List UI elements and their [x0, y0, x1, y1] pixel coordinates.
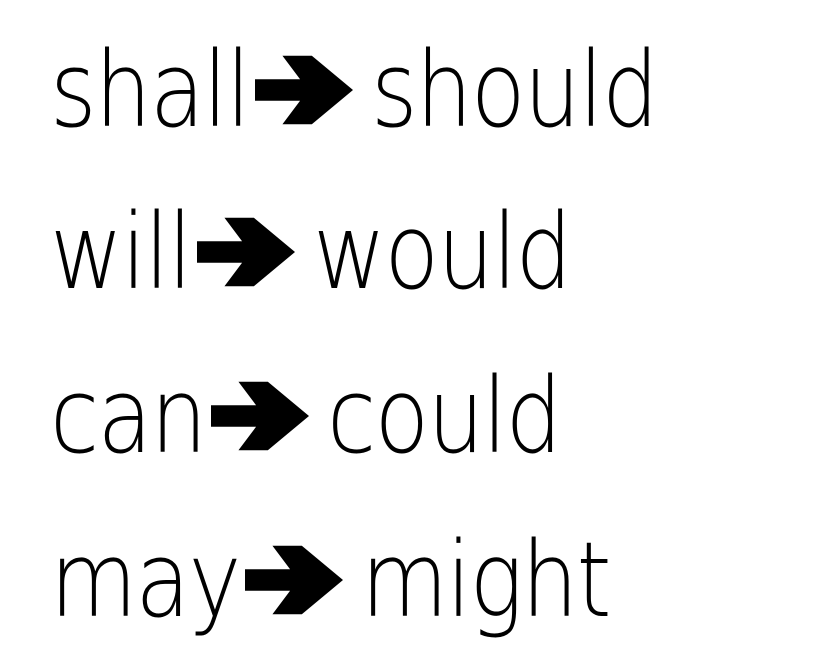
verb-pair-row: will would	[50, 172, 830, 332]
right-arrow-icon	[196, 217, 295, 287]
right-arrow-icon	[245, 545, 344, 615]
verb-pair-row: may might	[50, 500, 830, 660]
right-arrow-icon	[254, 55, 353, 125]
verb-pair-row: can could	[50, 336, 830, 496]
present-form: may	[50, 519, 241, 641]
past-form: could	[327, 355, 562, 477]
present-form: shall	[50, 29, 251, 151]
modal-verb-list: shall should will would can could may mi…	[50, 0, 830, 640]
verb-pair-row: shall should	[50, 10, 830, 170]
past-form: would	[312, 191, 572, 313]
present-form: will	[50, 191, 193, 313]
past-form: should	[370, 29, 659, 151]
past-form: might	[361, 519, 612, 641]
right-arrow-icon	[211, 381, 310, 451]
present-form: can	[50, 355, 207, 477]
